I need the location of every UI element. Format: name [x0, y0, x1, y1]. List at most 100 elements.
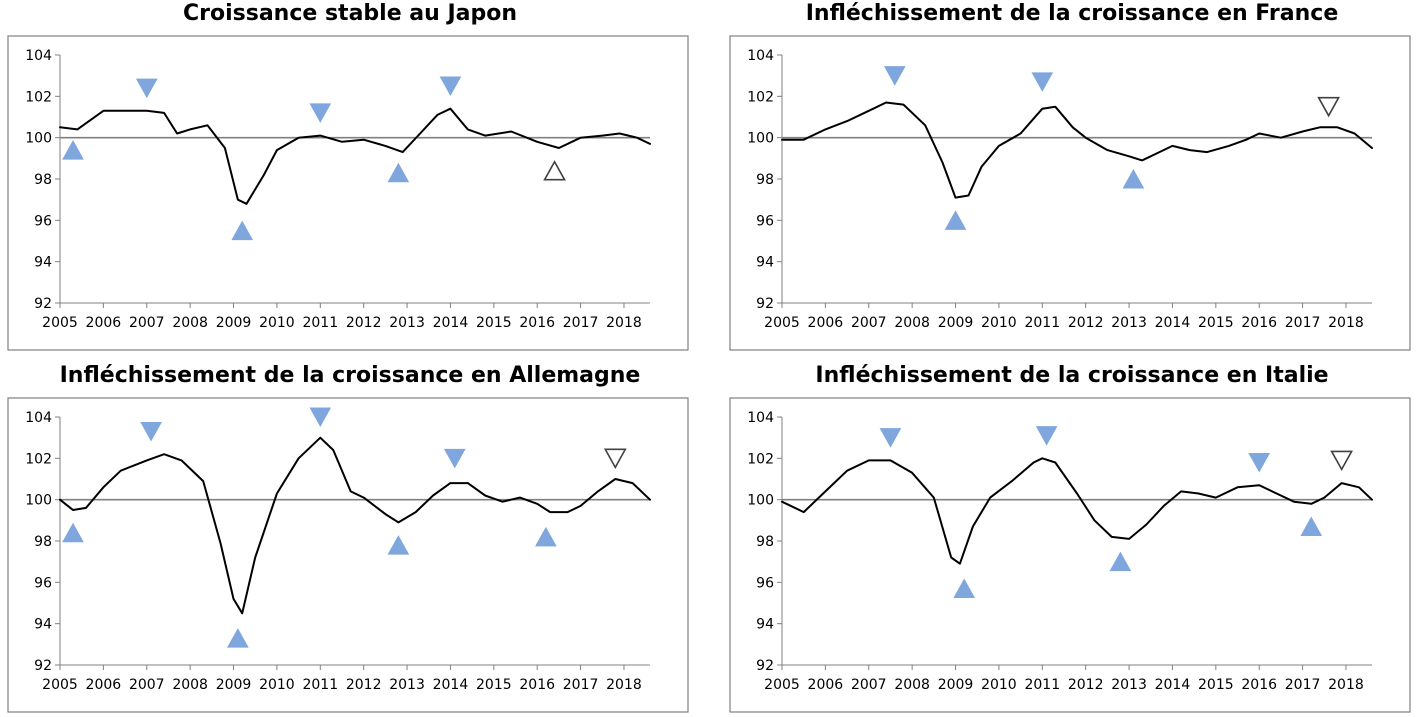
y-tick-label: 98: [756, 534, 774, 550]
up-triangle-marker: [387, 535, 410, 555]
x-tick-label: 2014: [1155, 677, 1191, 693]
x-tick-label: 2007: [129, 315, 165, 331]
y-tick-label: 104: [747, 48, 774, 64]
down-triangle-marker: [135, 78, 158, 99]
x-tick-label: 2008: [172, 677, 208, 693]
down-triangle-marker: [1035, 426, 1058, 446]
y-tick-label: 92: [756, 296, 774, 312]
up-triangle-marker: [953, 578, 976, 599]
up-triangle-marker: [387, 162, 410, 183]
up-triangle-marker: [227, 628, 249, 648]
y-tick-label: 100: [25, 131, 52, 147]
y-tick-label: 92: [34, 296, 52, 312]
x-tick-label: 2006: [86, 677, 122, 693]
y-tick-label: 102: [25, 89, 52, 105]
down-triangle-marker: [879, 428, 902, 448]
y-tick-label: 104: [25, 48, 52, 64]
y-tick-label: 94: [756, 617, 774, 633]
x-tick-label: 2010: [981, 315, 1017, 331]
x-tick-label: 2012: [1068, 315, 1104, 331]
x-tick-label: 2015: [476, 315, 512, 331]
y-tick-label: 100: [25, 493, 52, 509]
series-line: [781, 101, 1373, 199]
x-tick-label: 2006: [808, 315, 844, 331]
x-tick-label: 2013: [1111, 315, 1147, 331]
x-tick-label: 2018: [606, 315, 642, 331]
chart-title: Croissance stable au Japon: [182, 1, 518, 26]
x-tick-label: 2010: [259, 315, 295, 331]
x-tick-label: 2012: [346, 315, 382, 331]
x-tick-label: 2009: [216, 315, 252, 331]
chart-panel-allemagne: Infléchissement de la croissance en Alle…: [0, 362, 700, 717]
x-tick-label: 2007: [129, 677, 165, 693]
hollow-down-triangle-marker: [1330, 450, 1353, 472]
chart-plot-japon: 92 94 96 98 100 102 104 2005 2006 2007 2008 2009 201…: [7, 35, 689, 351]
y-tick-label: 100: [747, 493, 774, 509]
y-tick-label: 102: [747, 89, 774, 105]
hollow-down-triangle-marker: [1317, 96, 1340, 118]
chart-panel-france: Infléchissement de la croissance en Fran…: [722, 0, 1422, 355]
y-tick-label: 98: [34, 534, 52, 550]
up-triangle-marker: [62, 140, 84, 160]
x-tick-label: 2012: [346, 677, 382, 693]
x-tick-label: 2015: [1198, 677, 1234, 693]
x-tick-label: 2009: [938, 677, 974, 693]
down-triangle-marker: [443, 448, 466, 469]
x-tick-label: 2007: [851, 315, 887, 331]
x-tick-label: 2016: [1241, 677, 1277, 693]
x-tick-label: 2014: [433, 315, 469, 331]
up-triangle-marker: [1300, 516, 1323, 537]
x-tick-label: 2017: [563, 677, 599, 693]
x-tick-label: 2005: [764, 315, 800, 331]
x-tick-label: 2015: [1198, 315, 1234, 331]
x-tick-label: 2010: [981, 677, 1017, 693]
up-triangle-marker: [535, 526, 557, 547]
y-tick-label: 102: [25, 451, 52, 467]
y-tick-label: 94: [756, 255, 774, 271]
x-tick-label: 2006: [808, 677, 844, 693]
down-triangle-marker: [1248, 452, 1271, 473]
up-triangle-marker: [62, 522, 84, 543]
chart-plot-italie: 92 94 96 98 100 102 104 2005 2006 2007 2008 2009 201…: [729, 397, 1411, 713]
x-tick-label: 2013: [1111, 677, 1147, 693]
x-tick-label: 2005: [42, 677, 78, 693]
x-tick-label: 2008: [894, 315, 930, 331]
series-line: [59, 436, 651, 615]
hollow-up-triangle-marker: [543, 160, 566, 181]
chart-frame: [7, 35, 689, 351]
x-tick-label: 2016: [519, 315, 555, 331]
x-tick-label: 2018: [1328, 315, 1364, 331]
chart-title: Infléchissement de la croissance en Ital…: [815, 363, 1329, 388]
x-tick-label: 2011: [1024, 315, 1060, 331]
x-tick-label: 2010: [259, 677, 295, 693]
y-tick-label: 92: [756, 658, 774, 674]
y-tick-label: 98: [756, 172, 774, 188]
y-tick-label: 94: [34, 255, 52, 271]
x-tick-label: 2011: [302, 677, 338, 693]
down-triangle-marker: [883, 66, 906, 86]
x-tick-label: 2017: [563, 315, 599, 331]
x-tick-label: 2016: [519, 677, 555, 693]
series-line: [59, 107, 651, 205]
x-tick-label: 2017: [1285, 315, 1321, 331]
x-tick-label: 2013: [389, 677, 425, 693]
y-tick-label: 96: [756, 575, 774, 591]
y-tick-label: 92: [34, 658, 52, 674]
x-tick-label: 2009: [216, 677, 252, 693]
chart-title: Infléchissement de la croissance en Alle…: [59, 363, 641, 388]
y-tick-label: 94: [34, 617, 52, 633]
x-tick-label: 2008: [172, 315, 208, 331]
chart-panel-japon: Croissance stable au Japon 92 94 96 98 100 10…: [0, 0, 700, 355]
y-tick-label: 96: [34, 575, 52, 591]
down-triangle-marker: [309, 103, 332, 123]
x-tick-label: 2014: [433, 677, 469, 693]
x-tick-label: 2014: [1155, 315, 1191, 331]
y-tick-label: 96: [34, 213, 52, 229]
down-triangle-marker: [309, 407, 332, 428]
y-tick-label: 102: [747, 451, 774, 467]
down-triangle-marker: [140, 421, 162, 442]
x-tick-label: 2005: [764, 677, 800, 693]
x-tick-label: 2013: [389, 315, 425, 331]
chart-panel-italie: Infléchissement de la croissance en Ital…: [722, 362, 1422, 717]
x-tick-label: 2015: [476, 677, 512, 693]
